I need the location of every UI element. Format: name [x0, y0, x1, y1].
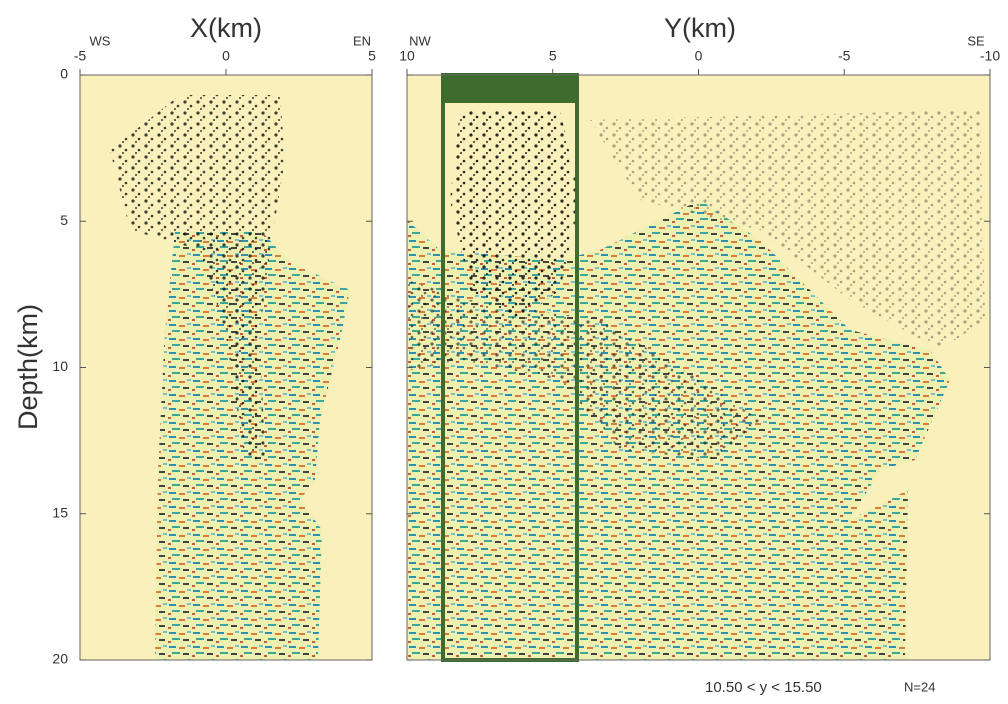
y-tick-label: 10 [52, 358, 68, 374]
x-axis-title: X(km) [190, 13, 262, 43]
x-tick-label: 0 [695, 48, 703, 64]
event-cluster [407, 280, 760, 460]
x-tick-label: 10 [399, 48, 415, 64]
x-tick-label: -5 [838, 48, 851, 64]
highlight-bar [443, 75, 577, 103]
x-axis-title: Y(km) [664, 13, 736, 43]
y-tick-label: 20 [52, 651, 68, 667]
direction-label: NW [409, 33, 431, 48]
x-tick-label: 5 [368, 48, 376, 64]
event-cluster [450, 110, 580, 320]
x-tick-label: -10 [980, 48, 1000, 64]
annotation: 10.50 < y < 15.50 [705, 679, 822, 696]
event-cluster [590, 110, 985, 350]
y-tick-label: 5 [60, 212, 68, 228]
event-cluster [110, 95, 285, 460]
direction-label: WS [90, 33, 111, 48]
direction-label: SE [967, 33, 985, 48]
x-tick-label: 5 [549, 48, 557, 64]
x-tick-label: -5 [74, 48, 87, 64]
y-tick-label: 0 [60, 66, 68, 82]
direction-label: EN [353, 33, 371, 48]
note: N=24 [904, 679, 935, 694]
y-axis-title: Depth(km) [13, 304, 43, 430]
y-tick-label: 15 [52, 504, 68, 520]
x-tick-label: 0 [222, 48, 230, 64]
